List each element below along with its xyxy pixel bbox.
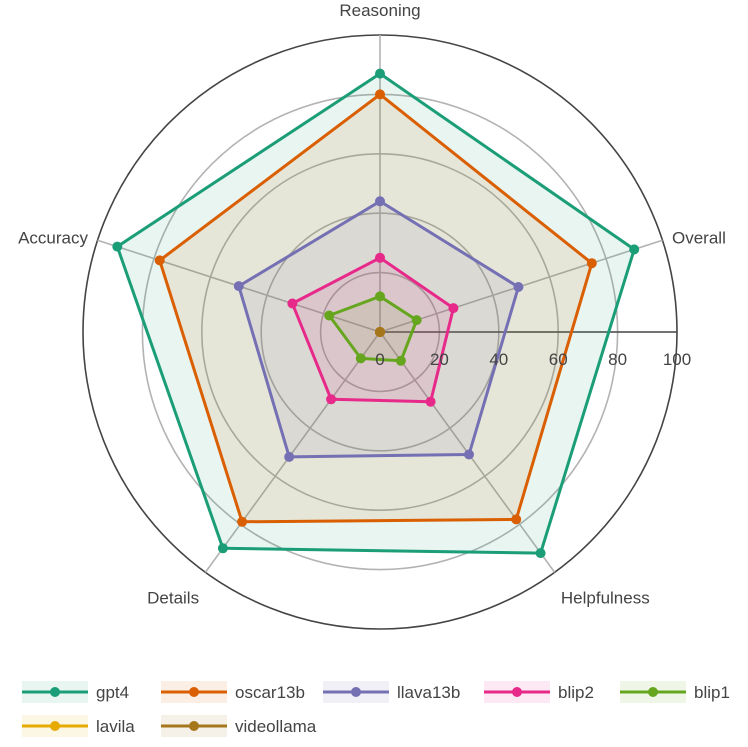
series-videollama — [375, 327, 385, 337]
legend-marker-oscar13b — [189, 687, 199, 697]
point-oscar13b-reasoning — [375, 89, 385, 100]
point-gpt4-reasoning — [375, 68, 385, 79]
legend-label-gpt4: gpt4 — [96, 683, 129, 702]
legend-marker-gpt4 — [50, 687, 60, 697]
point-videollama-accuracy — [375, 327, 385, 337]
series-line-llava13b — [237, 199, 520, 459]
spoke-details — [204, 331, 381, 573]
point-llava13b-helpfulness — [464, 449, 474, 460]
series-area-oscar13b — [159, 94, 592, 522]
series — [112, 68, 640, 559]
series-line-gpt4 — [115, 72, 636, 555]
legend-marker-llava13b — [351, 687, 361, 697]
point-blip1-helpfulness — [395, 355, 406, 366]
axis-label-details: Details — [147, 589, 199, 608]
legend-item-blip2[interactable]: blip2 — [484, 681, 594, 703]
radial-tick-100: 100 — [663, 350, 691, 369]
point-blip1-reasoning — [375, 291, 385, 302]
legend-item-blip1[interactable]: blip1 — [620, 681, 730, 703]
point-blip2-overall — [448, 303, 459, 314]
axis-label-accuracy: Accuracy — [18, 228, 88, 247]
legend-label-lavila: lavila — [96, 717, 135, 736]
legend-item-videollama[interactable]: videollama — [161, 715, 317, 737]
legend-label-oscar13b: oscar13b — [235, 683, 305, 702]
legend: gpt4 oscar13b llava13b blip2 blip1 lavila vide… — [22, 681, 730, 737]
legend-item-gpt4[interactable]: gpt4 — [22, 681, 129, 703]
legend-label-llava13b: llava13b — [397, 683, 460, 702]
series-blip1 — [324, 291, 422, 366]
axis-label-overall: Overall — [672, 228, 726, 247]
point-blip2-reasoning — [375, 252, 385, 263]
legend-marker-lavila — [50, 721, 60, 731]
point-gpt4-helpfulness — [535, 548, 546, 559]
point-blip1-accuracy — [324, 310, 335, 321]
legend-label-blip1: blip1 — [694, 683, 730, 702]
radial-tick-0: 0 — [375, 350, 384, 369]
series-line-blip1 — [327, 294, 419, 363]
point-blip2-helpfulness — [425, 396, 436, 407]
radial-tick-60: 60 — [549, 350, 568, 369]
point-oscar13b-details — [237, 516, 248, 527]
point-blip2-accuracy — [287, 298, 298, 309]
point-llava13b-accuracy — [233, 281, 244, 292]
point-oscar13b-overall — [586, 258, 597, 269]
point-llava13b-overall — [513, 282, 524, 292]
legend-marker-blip2 — [512, 687, 522, 697]
point-llava13b-reasoning — [375, 196, 385, 207]
legend-label-videollama: videollama — [235, 717, 317, 736]
point-oscar13b-accuracy — [154, 255, 165, 266]
point-gpt4-accuracy — [112, 241, 123, 252]
point-llava13b-details — [284, 451, 295, 462]
series-line-oscar13b — [158, 92, 594, 524]
labels: 0 20 40 60 80 100 Reasoning Overall Helpfulness D… — [18, 1, 726, 608]
point-gpt4-overall — [629, 244, 640, 255]
axis-label-reasoning: Reasoning — [339, 1, 420, 20]
legend-item-oscar13b[interactable]: oscar13b — [161, 681, 305, 703]
radial-tick-20: 20 — [430, 350, 449, 369]
radial-tick-40: 40 — [489, 350, 508, 369]
legend-item-lavila[interactable]: lavila — [22, 715, 135, 737]
radial-tick-80: 80 — [608, 350, 627, 369]
series-area-blip2 — [292, 257, 454, 402]
legend-label-blip2: blip2 — [558, 683, 594, 702]
axis-label-helpfulness: Helpfulness — [561, 589, 650, 608]
point-gpt4-details — [217, 543, 228, 554]
legend-marker-videollama — [189, 721, 199, 731]
legend-item-llava13b[interactable]: llava13b — [323, 681, 460, 703]
point-blip1-overall — [411, 315, 422, 326]
point-blip1-details — [355, 353, 366, 364]
series-blip2 — [287, 252, 459, 407]
point-oscar13b-helpfulness — [511, 514, 522, 525]
point-blip2-details — [326, 394, 337, 405]
series-line-blip2 — [290, 256, 455, 404]
series-oscar13b — [154, 89, 597, 527]
legend-marker-blip1 — [648, 687, 658, 697]
